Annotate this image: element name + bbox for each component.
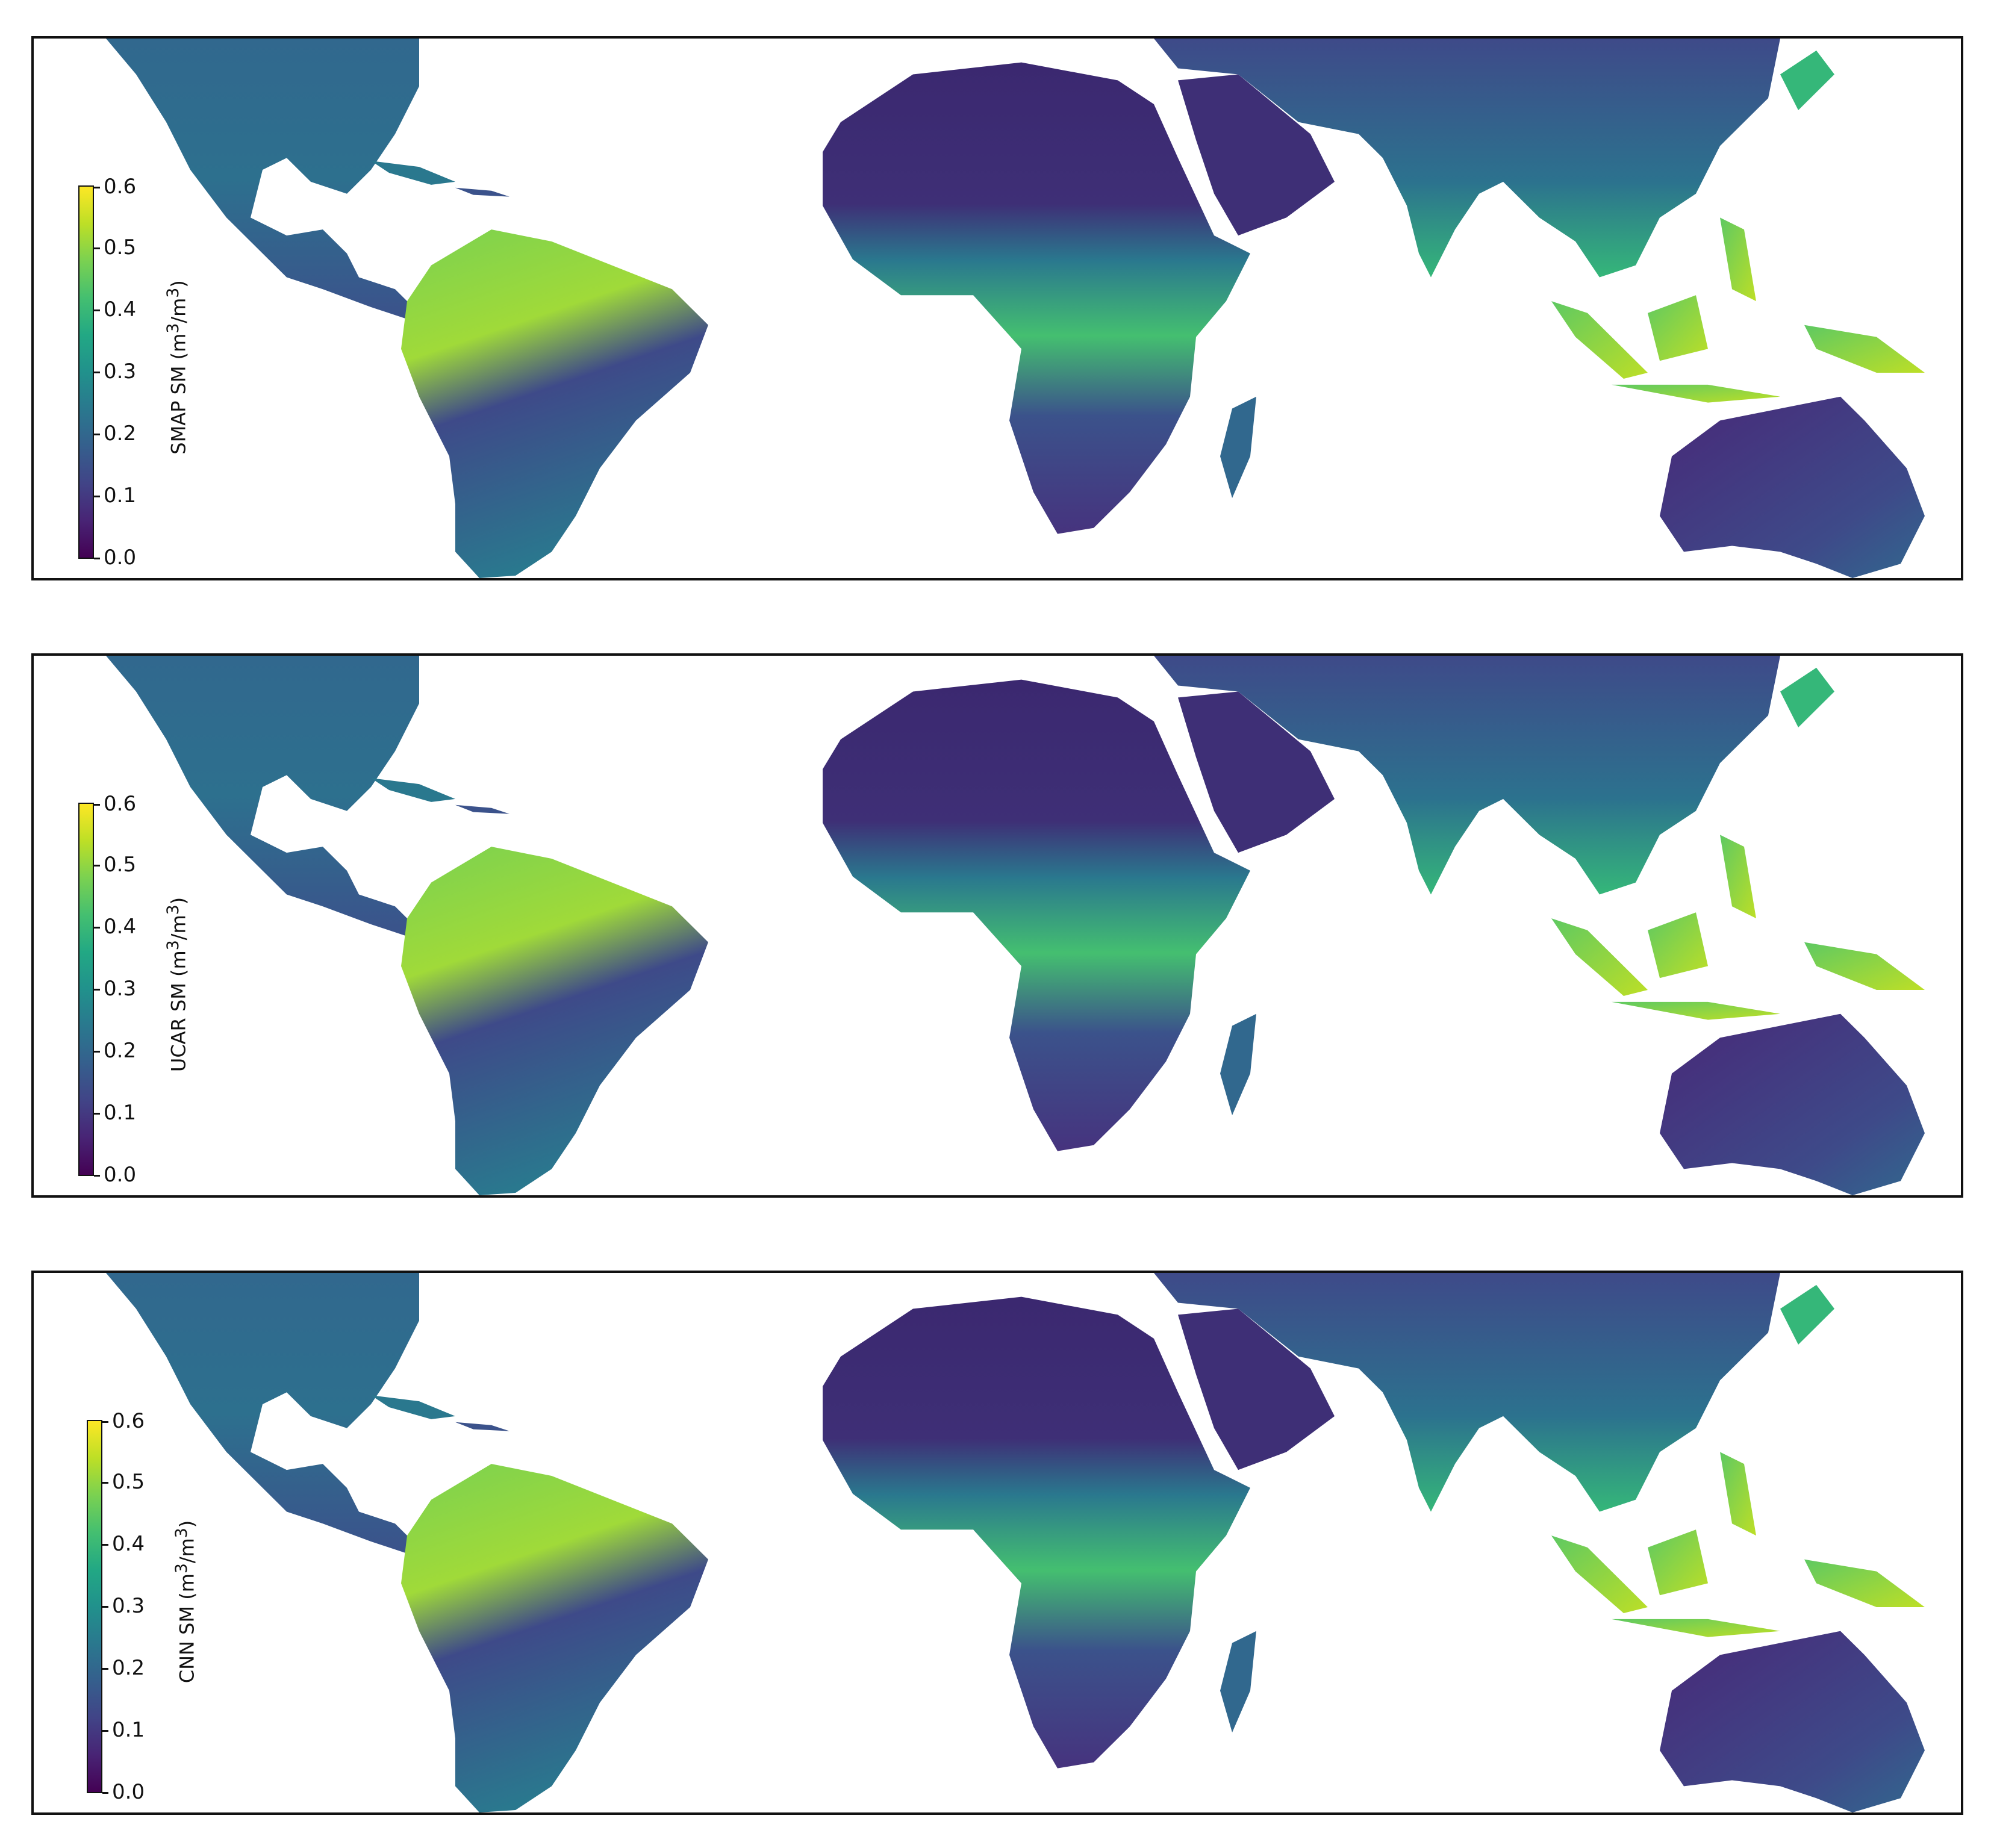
colorbar-tick: 0.1: [104, 484, 137, 508]
colorbar-tick: 0.3: [104, 977, 137, 1001]
colorbar-tick: 0.2: [104, 1039, 137, 1063]
colorbar-label: UCAR SM (m3/m3): [164, 897, 190, 1072]
colorbar-tick: 0.5: [112, 1470, 145, 1494]
colorbar-tick: 0.2: [112, 1656, 145, 1680]
colorbar-tick: 0.3: [104, 359, 137, 384]
soil-moisture-map: [106, 1273, 1925, 1812]
map-panel-smap: 0.0 0.1 0.2 0.3 0.4 0.5 0.6 SMAP SM (m3/…: [31, 36, 1963, 580]
colorbar-tick: 0.1: [104, 1101, 137, 1125]
colorbar-tick: 0.0: [104, 1163, 137, 1187]
map-panel-ucar: 0.0 0.1 0.2 0.3 0.4 0.5 0.6 UCAR SM (m3/…: [31, 653, 1963, 1198]
colorbar-tick: 0.5: [104, 235, 137, 260]
map-panel-cnn: 0.0 0.1 0.2 0.3 0.4 0.5 0.6 CNN SM (m3/m…: [31, 1271, 1963, 1815]
colorbar-tick: 0.4: [104, 915, 137, 939]
soil-moisture-map: [106, 39, 1925, 578]
colorbar-label: SMAP SM (m3/m3): [164, 280, 190, 455]
colorbar: 0.0 0.1 0.2 0.3 0.4 0.5 0.6 SMAP SM (m3/…: [78, 176, 190, 568]
colorbar-tick: 0.4: [112, 1532, 145, 1556]
colorbar-tick: 0.6: [104, 792, 137, 816]
colorbar: 0.0 0.1 0.2 0.3 0.4 0.5 0.6 CNN SM (m3/m…: [87, 1411, 199, 1802]
colorbar-tick: 0.1: [112, 1718, 145, 1742]
colorbar-tick: 0.6: [104, 175, 137, 199]
colorbar-tick: 0.0: [104, 546, 137, 570]
colorbar: 0.0 0.1 0.2 0.3 0.4 0.5 0.6 UCAR SM (m3/…: [78, 794, 190, 1185]
colorbar-tick: 0.3: [112, 1594, 145, 1618]
colorbar-tick: 0.4: [104, 297, 137, 322]
colorbar-tick: 0.2: [104, 422, 137, 446]
colorbar-tick: 0.5: [104, 853, 137, 877]
colorbar-label: CNN SM (m3/m3): [172, 1520, 199, 1684]
soil-moisture-map: [106, 656, 1925, 1195]
colorbar-tick: 0.0: [112, 1780, 145, 1804]
colorbar-tick: 0.6: [112, 1409, 145, 1433]
